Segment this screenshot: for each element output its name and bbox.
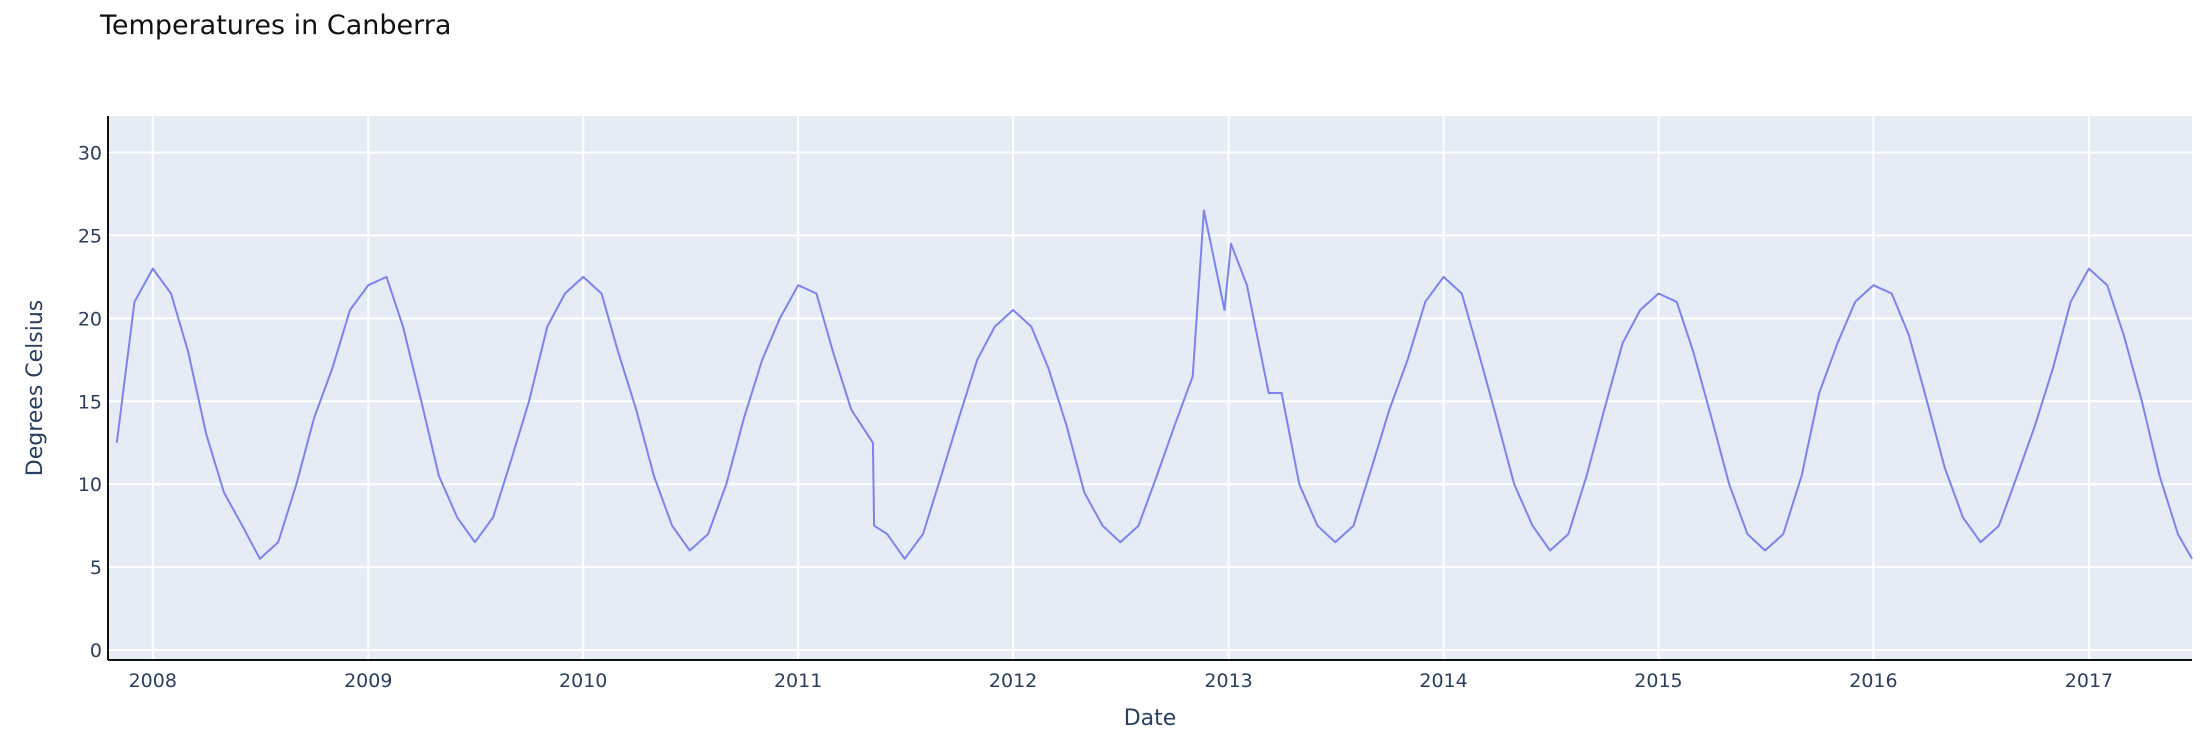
x-tick-label: 2008: [129, 670, 177, 692]
x-tick-label: 2011: [774, 670, 822, 692]
x-axis-title: Date: [1124, 706, 1177, 731]
y-tick-labels: 0 5 10 15 20 25 30: [78, 142, 102, 662]
y-axis-title: Degrees Celsius: [23, 300, 48, 477]
x-tick-label: 2017: [2065, 670, 2113, 692]
chart-title: Temperatures in Canberra: [100, 10, 452, 41]
x-tick-label: 2010: [559, 670, 607, 692]
y-gridlines: [108, 151, 2192, 652]
x-tick-labels: 2008 2009 2010 2011 2012 2013 2014 2015 2016 2017: [129, 670, 2114, 692]
x-tick-label: 2012: [989, 670, 1037, 692]
x-gridlines: [151, 116, 2090, 660]
y-tick-label: 20: [78, 308, 102, 330]
y-tick-label: 0: [90, 640, 102, 662]
x-tick-label: 2013: [1204, 670, 1252, 692]
x-tick-label: 2014: [1419, 670, 1467, 692]
y-tick-label: 25: [78, 225, 102, 247]
x-tick-label: 2016: [1849, 670, 1897, 692]
y-tick-label: 15: [78, 391, 102, 413]
plot-area: [108, 116, 2192, 660]
x-tick-label: 2015: [1634, 670, 1682, 692]
series-line: [115, 209, 2193, 560]
y-tick-label: 5: [90, 557, 102, 579]
y-tick-label: 10: [78, 474, 102, 496]
x-tick-label: 2009: [344, 670, 392, 692]
series-layer: [115, 209, 2193, 560]
y-tick-label: 30: [78, 142, 102, 164]
